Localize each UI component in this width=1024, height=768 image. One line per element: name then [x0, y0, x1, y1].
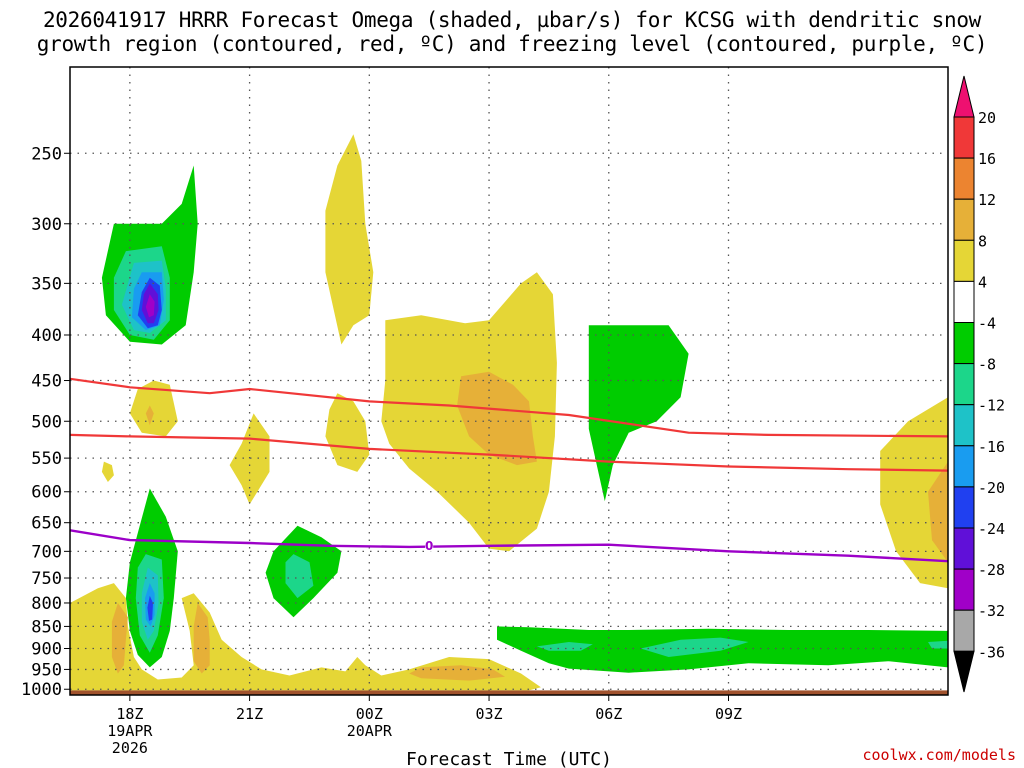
colorbar-bottom-arrow	[953, 650, 975, 693]
omega-region-17	[640, 637, 749, 657]
colorbar-swatch-0	[953, 116, 975, 159]
y-tick-label-850: 850	[31, 617, 62, 637]
y-tick-label-300: 300	[31, 215, 62, 235]
colorbar-swatch-3	[953, 239, 975, 282]
colorbar-top-arrow	[953, 75, 975, 118]
omega-region-19	[325, 134, 374, 345]
omega-region-24	[229, 413, 270, 505]
colorbar-label--12: -12	[978, 397, 1005, 415]
y-tick-label-600: 600	[31, 483, 62, 503]
x-tick-sublabel-20APR: 20APR	[347, 722, 393, 740]
colorbar-label--8: -8	[978, 356, 996, 374]
x-tick-label-09Z: 09Z	[715, 705, 742, 723]
y-tick-label-450: 450	[31, 372, 62, 392]
colorbar-label-16: 16	[978, 150, 996, 168]
y-tick-label-650: 650	[31, 514, 62, 534]
dgz-top-contour	[70, 377, 948, 438]
y-tick-label-550: 550	[31, 449, 62, 469]
omega-region-18	[928, 640, 948, 649]
y-tick-label-750: 750	[31, 569, 62, 589]
colorbar-label--20: -20	[978, 479, 1005, 497]
x-tick-label-18Z: 18Z	[116, 705, 143, 723]
colorbar-label-12: 12	[978, 191, 996, 209]
colorbar-swatch-8	[953, 445, 975, 488]
colorbar-swatch-11	[953, 568, 975, 611]
omega-region-23	[145, 405, 154, 426]
ground-fill	[70, 690, 948, 695]
x-tick-label-03Z: 03Z	[475, 705, 502, 723]
y-tick-label-350: 350	[31, 274, 62, 294]
x-tick-label-21Z: 21Z	[236, 705, 263, 723]
colorbar-swatch-2	[953, 198, 975, 241]
omega-region-31	[193, 603, 210, 674]
chart-title-line-1: 2026041917 HRRR Forecast Omega (shaded, …	[42, 8, 982, 32]
colorbar-swatch-1	[953, 157, 975, 200]
y-tick-label-900: 900	[31, 640, 62, 660]
colorbar-swatch-4	[953, 280, 975, 323]
colorbar-label--4: -4	[978, 315, 996, 333]
omega-region-28	[928, 461, 948, 563]
x-tick-label-00Z: 00Z	[356, 705, 383, 723]
y-tick-label-950: 950	[31, 660, 62, 680]
x-tick-sublabel-19APR: 19APR	[107, 722, 153, 740]
y-tick-label-700: 700	[31, 542, 62, 562]
omega-region-11	[147, 595, 153, 621]
y-tick-label-1000: 1000	[21, 680, 62, 700]
colorbar-label-4: 4	[978, 273, 987, 291]
colorbar-swatch-9	[953, 486, 975, 529]
freezing-level-label: 0	[425, 539, 433, 553]
y-tick-label-500: 500	[31, 412, 62, 432]
omega-region-14	[588, 325, 689, 502]
chart-title: 2026041917 HRRR Forecast Omega (shaded, …	[0, 8, 1024, 56]
x-tick-sublabel-2026: 2026	[112, 739, 148, 757]
colorbar-label-20: 20	[978, 109, 996, 127]
omega-region-27	[880, 397, 948, 589]
colorbar-swatch-10	[953, 527, 975, 570]
colorbar-swatch-12	[953, 609, 975, 652]
x-tick-label-06Z: 06Z	[595, 705, 622, 723]
colorbar-label--16: -16	[978, 438, 1005, 456]
plot-layer: 0	[70, 67, 948, 695]
y-tick-label-400: 400	[31, 326, 62, 346]
omega-region-22	[129, 380, 178, 437]
colorbar-label-8: 8	[978, 232, 987, 250]
x-axis-label: Forecast Time (UTC)	[406, 749, 612, 768]
omega-region-29	[70, 583, 541, 691]
colorbar-label--36: -36	[978, 643, 1005, 661]
freezing-label-bg	[425, 538, 434, 552]
omega-region-26	[101, 461, 114, 482]
omega-region-6	[145, 294, 155, 318]
colorbar-label--28: -28	[978, 561, 1005, 579]
y-tick-label-800: 800	[31, 594, 62, 614]
y-tick-label-250: 250	[31, 144, 62, 164]
colorbar-swatch-7	[953, 404, 975, 447]
colorbar-swatch-5	[953, 322, 975, 365]
colorbar-label--32: -32	[978, 602, 1005, 620]
omega-region-13	[285, 554, 314, 599]
omega-region-32	[409, 665, 505, 681]
dgz-bottom-contour	[70, 433, 948, 472]
freezing-level-contour	[70, 529, 948, 563]
omega-region-30	[111, 603, 128, 674]
colorbar-swatch-6	[953, 363, 975, 406]
credit-text[interactable]: coolwx.com/models	[862, 746, 1016, 764]
colorbar-label--24: -24	[978, 520, 1005, 538]
chart-title-line-2: growth region (contoured, red, ºC) and f…	[36, 32, 988, 56]
omega-region-25	[325, 393, 370, 472]
colorbar: 20 16 12 8 4 -4 -8 -12 -16 -20 -24 -28 -32 -36	[953, 75, 1005, 693]
omega-region-21	[457, 371, 537, 466]
